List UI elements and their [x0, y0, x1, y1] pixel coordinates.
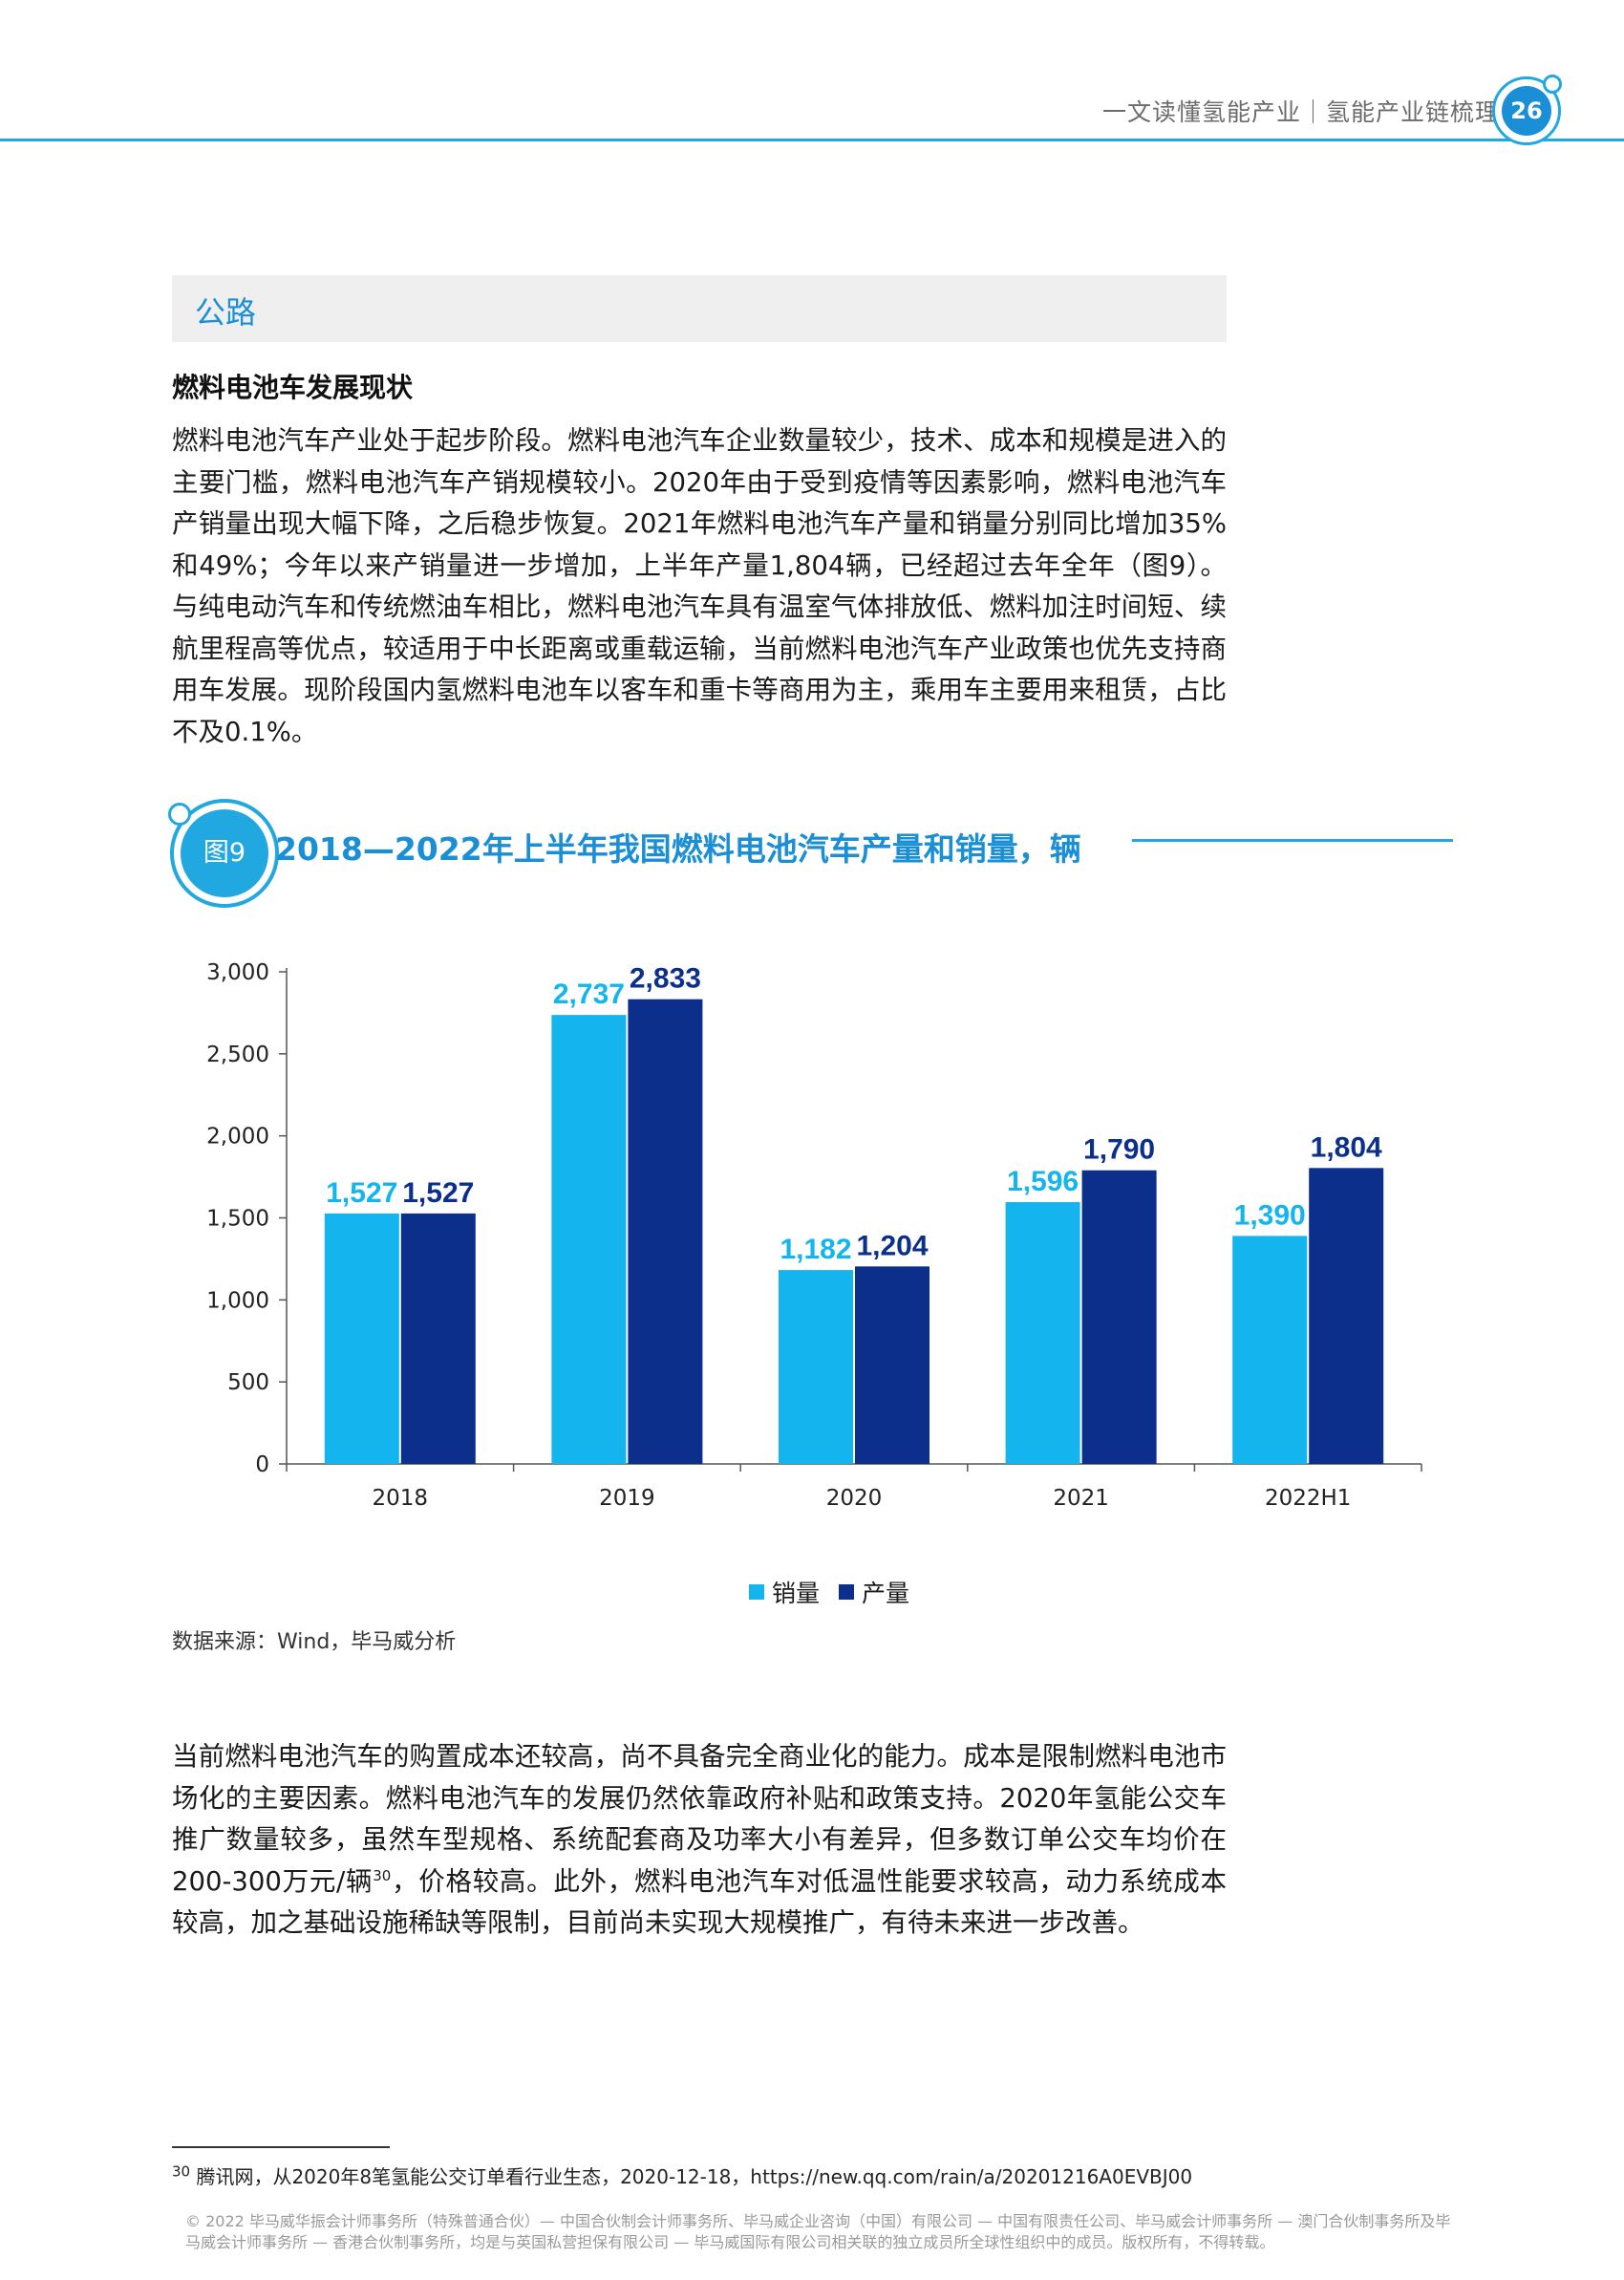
legend-label-sales: 销量 [772, 1580, 821, 1607]
bar-production [1309, 1168, 1384, 1464]
footnote: 30 腾讯网，从2020年8笔氢能公交订单看行业生态，2020-12-18，ht… [172, 2162, 1192, 2189]
section-header: 公路 [172, 275, 1227, 342]
data-label-production: 1,790 [1083, 1134, 1155, 1166]
header-title: 一文读懂氢能产业｜氢能产业链梳理 [1101, 98, 1500, 126]
figure-title-rule [1132, 839, 1453, 842]
paragraph-1: 燃料电池汽车产业处于起步阶段。燃料电池汽车企业数量较少，技术、成本和规模是进入的… [172, 425, 1227, 747]
copyright: © 2022 毕马威华振会计师事务所（特殊普通合伙）— 中国合伙制会计师事务所、… [185, 2212, 1451, 2251]
bar-sales [551, 1015, 627, 1464]
bar-production [628, 999, 703, 1464]
y-tick-label: 2,000 [206, 1125, 269, 1150]
footnote-number: 30 [172, 2162, 191, 2181]
legend-item-production: 产量 [839, 1575, 909, 1609]
chart-legend: 销量 产量 [749, 1575, 909, 1609]
figure-label: 图9 [181, 809, 268, 897]
bar-sales [1232, 1236, 1308, 1464]
figure-title: 2018—2022年上半年我国燃料电池汽车产量和销量，辆 [275, 830, 1081, 868]
data-label-sales: 1,182 [780, 1234, 851, 1265]
x-tick-label: 2022H1 [1265, 1486, 1351, 1511]
footnote-rule [172, 2146, 390, 2148]
legend-label-production: 产量 [862, 1580, 910, 1607]
bar-sales [324, 1213, 399, 1464]
paragraph-2-text-cont: ，价格较高。此外，燃料电池汽车对低温性能要求较高，动力系统成本较高，加之基础设施… [172, 1865, 1228, 1939]
page-number: 26 [1502, 86, 1551, 136]
bar-production [855, 1266, 930, 1464]
x-tick-label: 2018 [373, 1486, 429, 1511]
x-tick-label: 2021 [1053, 1486, 1109, 1511]
y-tick-label: 1,000 [206, 1288, 269, 1313]
y-tick-label: 1,500 [206, 1207, 269, 1232]
subheading: 燃料电池车发展现状 [172, 372, 414, 403]
y-tick-label: 2,500 [206, 1043, 269, 1067]
x-tick-label: 2019 [599, 1486, 655, 1511]
legend-swatch-production [839, 1584, 855, 1600]
data-label-production: 2,833 [630, 963, 701, 995]
legend-item-sales: 销量 [749, 1575, 820, 1609]
section-title: 公路 [195, 294, 257, 331]
footnote-ref[interactable]: 30 [373, 1866, 392, 1884]
data-source: 数据来源：Wind，毕马威分析 [172, 1630, 457, 1654]
legend-swatch-sales [749, 1584, 764, 1600]
data-label-production: 1,804 [1311, 1131, 1382, 1163]
bar-sales [1005, 1202, 1080, 1464]
y-tick-label: 500 [227, 1370, 269, 1395]
figure-badge-dot-icon [168, 803, 191, 826]
y-tick-label: 0 [255, 1452, 269, 1477]
data-label-sales: 1,390 [1234, 1199, 1306, 1231]
paragraph-2-text: 当前燃料电池汽车的购置成本还较高，尚不具备完全商业化的能力。成本是限制燃料电池市… [172, 1741, 1227, 1897]
x-tick-label: 2020 [826, 1486, 883, 1511]
data-label-sales: 1,596 [1007, 1166, 1079, 1197]
data-label-sales: 1,527 [326, 1177, 397, 1209]
badge-dot-icon [1543, 75, 1562, 94]
data-label-production: 1,527 [402, 1177, 474, 1209]
y-tick-label: 3,000 [206, 960, 269, 985]
paragraph-2: 当前燃料电池汽车的购置成本还较高，尚不具备完全商业化的能力。成本是限制燃料电池市… [172, 1736, 1227, 1945]
bar-production [1081, 1170, 1157, 1464]
data-label-sales: 2,737 [553, 979, 625, 1010]
footnote-text: 腾讯网，从2020年8笔氢能公交订单看行业生态，2020-12-18，https… [196, 2165, 1193, 2188]
data-label-production: 1,204 [856, 1230, 928, 1261]
header-rule [0, 139, 1624, 141]
bar-production [400, 1213, 476, 1464]
bar-sales [779, 1270, 853, 1464]
